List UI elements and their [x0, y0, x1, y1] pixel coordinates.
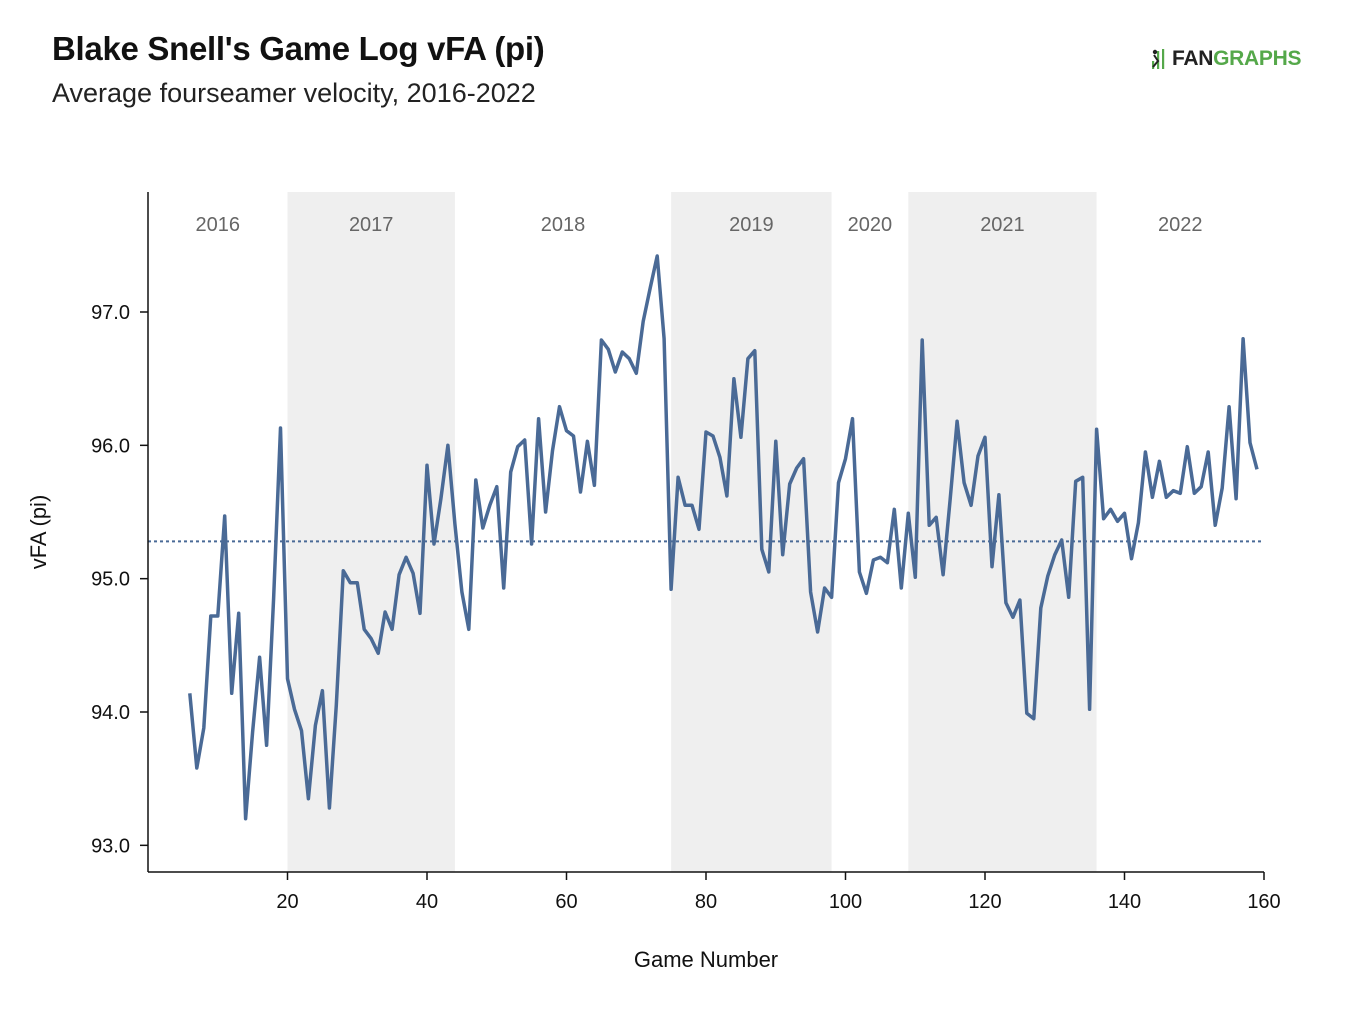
fangraphs-mark-icon — [1152, 49, 1165, 69]
series-line-vfa — [188, 254, 1259, 821]
logo-text-graphs: GRAPHS — [1213, 47, 1302, 70]
y-tick-label: 95.0 — [91, 569, 130, 591]
chart-subtitle: Average fourseamer velocity, 2016-2022 — [52, 78, 536, 108]
season-label-2020: 2020 — [848, 214, 893, 236]
fangraphs-logo: FAN GRAPHS — [1150, 44, 1301, 74]
logo-text-fan: FAN — [1172, 47, 1214, 70]
y-tick-label: 93.0 — [91, 835, 130, 857]
season-label-2016: 2016 — [196, 214, 241, 236]
y-axis-ticks: 93.0 94.0 95.0 96.0 97.0 — [91, 302, 148, 857]
x-axis-title: Game Number — [634, 947, 778, 972]
season-label-2017: 2017 — [349, 214, 394, 236]
y-axis-title: vFA (pi) — [26, 495, 51, 570]
season-labels: 2016 2017 2018 2019 2020 2021 2022 — [196, 214, 1203, 236]
season-band-2019 — [671, 192, 832, 872]
y-tick-label: 94.0 — [91, 702, 130, 724]
x-tick-label: 140 — [1108, 891, 1141, 913]
y-tick-label: 96.0 — [91, 435, 130, 457]
x-tick-label: 120 — [968, 891, 1001, 913]
y-tick-label: 97.0 — [91, 302, 130, 324]
season-bands — [287, 192, 1097, 872]
x-tick-label: 100 — [829, 891, 862, 913]
x-axis-ticks: 20 40 60 80 100 120 140 160 — [276, 872, 1281, 913]
x-tick-label: 80 — [695, 891, 717, 913]
chart-title: Blake Snell's Game Log vFA (pi) — [52, 30, 545, 67]
season-label-2022: 2022 — [1158, 214, 1203, 236]
season-label-2018: 2018 — [541, 214, 586, 236]
x-tick-label: 60 — [555, 891, 577, 913]
season-band-2017 — [287, 192, 455, 872]
season-label-2019: 2019 — [729, 214, 774, 236]
x-tick-label: 40 — [416, 891, 438, 913]
x-tick-label: 20 — [276, 891, 298, 913]
x-tick-label: 160 — [1247, 891, 1280, 913]
season-label-2021: 2021 — [980, 214, 1025, 236]
